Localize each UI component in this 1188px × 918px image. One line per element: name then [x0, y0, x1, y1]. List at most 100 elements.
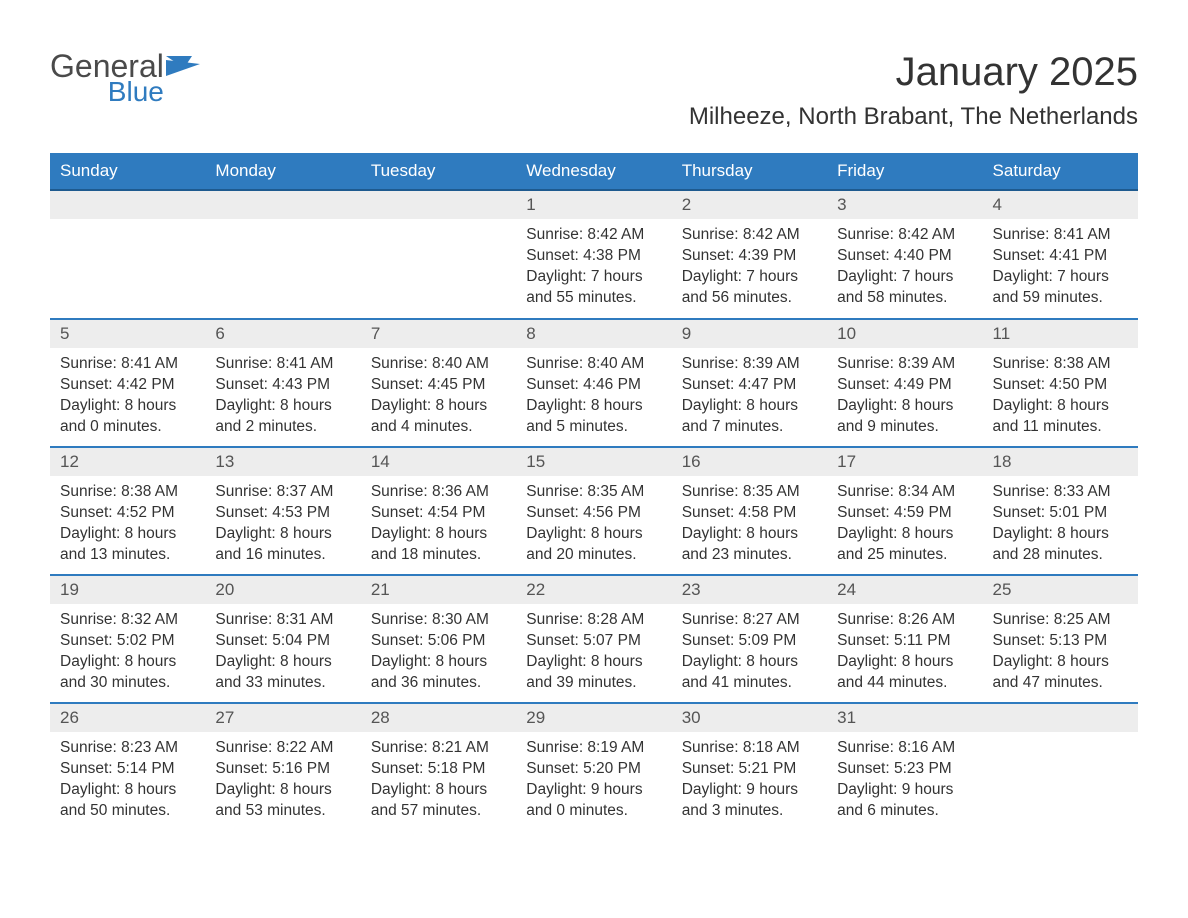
daylight-text: Daylight: 8 hours and 53 minutes. — [215, 780, 350, 822]
calendar-cell: 15Sunrise: 8:35 AMSunset: 4:56 PMDayligh… — [516, 446, 671, 574]
daylight-text: Daylight: 8 hours and 0 minutes. — [60, 396, 195, 438]
daylight-text: Daylight: 8 hours and 5 minutes. — [526, 396, 661, 438]
day-number: 11 — [983, 318, 1138, 348]
header: General Blue January 2025 Milheeze, Nort… — [50, 50, 1138, 143]
calendar-row: 5Sunrise: 8:41 AMSunset: 4:42 PMDaylight… — [50, 318, 1138, 446]
day-data: Sunrise: 8:30 AMSunset: 5:06 PMDaylight:… — [361, 604, 516, 698]
day-number: 23 — [672, 574, 827, 604]
day-number: 7 — [361, 318, 516, 348]
calendar-cell: 28Sunrise: 8:21 AMSunset: 5:18 PMDayligh… — [361, 702, 516, 830]
daylight-text: Daylight: 9 hours and 3 minutes. — [682, 780, 817, 822]
day-data: Sunrise: 8:23 AMSunset: 5:14 PMDaylight:… — [50, 732, 205, 826]
location-text: Milheeze, North Brabant, The Netherlands — [689, 103, 1138, 131]
sunset-text: Sunset: 4:43 PM — [215, 375, 350, 396]
calendar-cell — [983, 702, 1138, 830]
sunrise-text: Sunrise: 8:32 AM — [60, 610, 195, 631]
sunrise-text: Sunrise: 8:41 AM — [215, 354, 350, 375]
day-data: Sunrise: 8:41 AMSunset: 4:41 PMDaylight:… — [983, 219, 1138, 313]
calendar-cell: 2Sunrise: 8:42 AMSunset: 4:39 PMDaylight… — [672, 190, 827, 318]
calendar-row: 1Sunrise: 8:42 AMSunset: 4:38 PMDaylight… — [50, 190, 1138, 318]
daylight-text: Daylight: 7 hours and 59 minutes. — [993, 267, 1128, 309]
calendar-cell: 25Sunrise: 8:25 AMSunset: 5:13 PMDayligh… — [983, 574, 1138, 702]
day-number: 13 — [205, 446, 360, 476]
day-data: Sunrise: 8:41 AMSunset: 4:43 PMDaylight:… — [205, 348, 360, 442]
day-data: Sunrise: 8:31 AMSunset: 5:04 PMDaylight:… — [205, 604, 360, 698]
sunrise-text: Sunrise: 8:28 AM — [526, 610, 661, 631]
day-data: Sunrise: 8:35 AMSunset: 4:56 PMDaylight:… — [516, 476, 671, 570]
dow-tuesday: Tuesday — [361, 153, 516, 190]
sunrise-text: Sunrise: 8:35 AM — [526, 482, 661, 503]
sunset-text: Sunset: 4:50 PM — [993, 375, 1128, 396]
sunset-text: Sunset: 5:21 PM — [682, 759, 817, 780]
calendar-cell: 17Sunrise: 8:34 AMSunset: 4:59 PMDayligh… — [827, 446, 982, 574]
calendar-cell: 11Sunrise: 8:38 AMSunset: 4:50 PMDayligh… — [983, 318, 1138, 446]
calendar-cell: 14Sunrise: 8:36 AMSunset: 4:54 PMDayligh… — [361, 446, 516, 574]
daylight-text: Daylight: 8 hours and 36 minutes. — [371, 652, 506, 694]
day-data: Sunrise: 8:39 AMSunset: 4:49 PMDaylight:… — [827, 348, 982, 442]
day-number: 20 — [205, 574, 360, 604]
calendar-row: 19Sunrise: 8:32 AMSunset: 5:02 PMDayligh… — [50, 574, 1138, 702]
calendar-cell: 26Sunrise: 8:23 AMSunset: 5:14 PMDayligh… — [50, 702, 205, 830]
calendar-cell: 5Sunrise: 8:41 AMSunset: 4:42 PMDaylight… — [50, 318, 205, 446]
daylight-text: Daylight: 8 hours and 44 minutes. — [837, 652, 972, 694]
sunset-text: Sunset: 4:58 PM — [682, 503, 817, 524]
day-number: 1 — [516, 191, 671, 219]
sunrise-text: Sunrise: 8:39 AM — [682, 354, 817, 375]
calendar-cell: 27Sunrise: 8:22 AMSunset: 5:16 PMDayligh… — [205, 702, 360, 830]
sunset-text: Sunset: 4:59 PM — [837, 503, 972, 524]
sunset-text: Sunset: 5:16 PM — [215, 759, 350, 780]
calendar-cell — [50, 190, 205, 318]
sunset-text: Sunset: 4:38 PM — [526, 246, 661, 267]
sunrise-text: Sunrise: 8:21 AM — [371, 738, 506, 759]
day-data: Sunrise: 8:34 AMSunset: 4:59 PMDaylight:… — [827, 476, 982, 570]
empty-daynum — [361, 191, 516, 219]
daylight-text: Daylight: 8 hours and 23 minutes. — [682, 524, 817, 566]
day-number: 19 — [50, 574, 205, 604]
sunset-text: Sunset: 5:01 PM — [993, 503, 1128, 524]
day-data: Sunrise: 8:22 AMSunset: 5:16 PMDaylight:… — [205, 732, 360, 826]
day-number: 16 — [672, 446, 827, 476]
sunrise-text: Sunrise: 8:31 AM — [215, 610, 350, 631]
day-data: Sunrise: 8:27 AMSunset: 5:09 PMDaylight:… — [672, 604, 827, 698]
day-data: Sunrise: 8:40 AMSunset: 4:46 PMDaylight:… — [516, 348, 671, 442]
sunset-text: Sunset: 5:07 PM — [526, 631, 661, 652]
calendar-table: Sunday Monday Tuesday Wednesday Thursday… — [50, 153, 1138, 830]
daylight-text: Daylight: 8 hours and 57 minutes. — [371, 780, 506, 822]
daylight-text: Daylight: 8 hours and 9 minutes. — [837, 396, 972, 438]
day-number: 18 — [983, 446, 1138, 476]
day-data: Sunrise: 8:28 AMSunset: 5:07 PMDaylight:… — [516, 604, 671, 698]
day-number: 26 — [50, 702, 205, 732]
sunset-text: Sunset: 5:20 PM — [526, 759, 661, 780]
day-data: Sunrise: 8:25 AMSunset: 5:13 PMDaylight:… — [983, 604, 1138, 698]
day-data: Sunrise: 8:40 AMSunset: 4:45 PMDaylight:… — [361, 348, 516, 442]
day-data: Sunrise: 8:38 AMSunset: 4:50 PMDaylight:… — [983, 348, 1138, 442]
calendar-body: 1Sunrise: 8:42 AMSunset: 4:38 PMDaylight… — [50, 190, 1138, 830]
sunset-text: Sunset: 5:04 PM — [215, 631, 350, 652]
day-number: 5 — [50, 318, 205, 348]
calendar-cell: 6Sunrise: 8:41 AMSunset: 4:43 PMDaylight… — [205, 318, 360, 446]
sunset-text: Sunset: 5:23 PM — [837, 759, 972, 780]
sunset-text: Sunset: 5:06 PM — [371, 631, 506, 652]
sunrise-text: Sunrise: 8:19 AM — [526, 738, 661, 759]
dow-wednesday: Wednesday — [516, 153, 671, 190]
logo-blue-text: Blue — [50, 78, 164, 106]
calendar-cell: 19Sunrise: 8:32 AMSunset: 5:02 PMDayligh… — [50, 574, 205, 702]
daylight-text: Daylight: 8 hours and 41 minutes. — [682, 652, 817, 694]
calendar-cell: 29Sunrise: 8:19 AMSunset: 5:20 PMDayligh… — [516, 702, 671, 830]
calendar-cell: 9Sunrise: 8:39 AMSunset: 4:47 PMDaylight… — [672, 318, 827, 446]
day-data: Sunrise: 8:41 AMSunset: 4:42 PMDaylight:… — [50, 348, 205, 442]
calendar-cell: 31Sunrise: 8:16 AMSunset: 5:23 PMDayligh… — [827, 702, 982, 830]
day-data: Sunrise: 8:38 AMSunset: 4:52 PMDaylight:… — [50, 476, 205, 570]
sunset-text: Sunset: 4:52 PM — [60, 503, 195, 524]
daylight-text: Daylight: 8 hours and 47 minutes. — [993, 652, 1128, 694]
empty-daynum — [983, 702, 1138, 732]
daylight-text: Daylight: 8 hours and 39 minutes. — [526, 652, 661, 694]
day-number: 4 — [983, 191, 1138, 219]
calendar-cell: 22Sunrise: 8:28 AMSunset: 5:07 PMDayligh… — [516, 574, 671, 702]
day-number: 27 — [205, 702, 360, 732]
day-number: 21 — [361, 574, 516, 604]
month-title: January 2025 — [689, 50, 1138, 95]
day-data: Sunrise: 8:36 AMSunset: 4:54 PMDaylight:… — [361, 476, 516, 570]
day-data: Sunrise: 8:19 AMSunset: 5:20 PMDaylight:… — [516, 732, 671, 826]
daylight-text: Daylight: 8 hours and 4 minutes. — [371, 396, 506, 438]
